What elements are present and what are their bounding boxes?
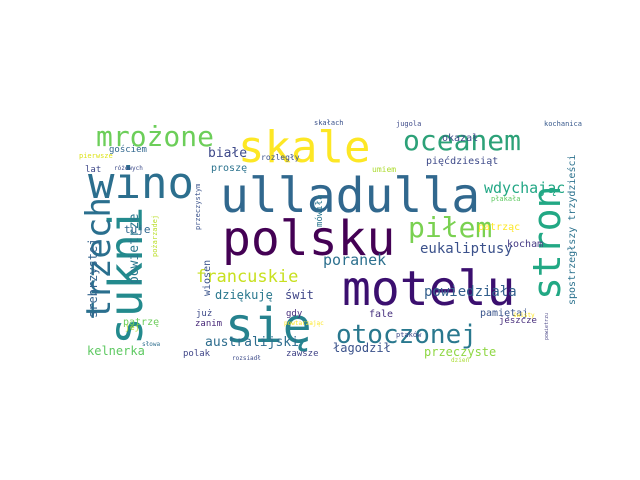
- cloud-word: oceanem: [403, 124, 521, 157]
- cloud-word: jeszcze: [499, 316, 537, 326]
- cloud-word: ptaków: [396, 331, 422, 339]
- cloud-word: świsty: [513, 312, 535, 319]
- cloud-word: pożarzadej: [151, 215, 159, 257]
- cloud-word: białe: [208, 146, 247, 161]
- cloud-word: patrząc: [478, 222, 520, 233]
- cloud-word: francuskie: [196, 267, 298, 287]
- cloud-word: się: [225, 298, 312, 354]
- cloud-word: spostrzegłszy trzydzieści: [566, 154, 578, 305]
- cloud-word: jej: [125, 323, 139, 332]
- cloud-word: otoczonej: [336, 320, 477, 350]
- cloud-word: patrzę: [123, 317, 159, 328]
- cloud-word: łagodził: [333, 341, 391, 355]
- cloud-word: trzech: [79, 197, 119, 320]
- cloud-word: okazał: [442, 133, 478, 144]
- cloud-word: powiedziała: [424, 284, 517, 300]
- cloud-word: pierwsze: [79, 152, 113, 160]
- cloud-word: rozległy: [261, 153, 300, 162]
- cloud-word: wino: [88, 158, 194, 209]
- cloud-word: powietrzu: [544, 313, 550, 340]
- cloud-word: poranek: [323, 251, 386, 269]
- cloud-word: fale: [369, 309, 393, 320]
- cloud-word: płakała: [491, 195, 521, 203]
- cloud-word: pięćdziesiąt: [426, 155, 498, 167]
- cloud-word: ulladulla: [220, 168, 480, 224]
- cloud-word: gdy: [286, 309, 303, 319]
- cloud-word: zawsze: [286, 349, 319, 359]
- cloud-word: już: [196, 309, 212, 319]
- cloud-word: przeczyste: [424, 345, 496, 359]
- cloud-word: umiem: [372, 165, 396, 174]
- cloud-word: dziękuję: [215, 288, 273, 302]
- cloud-word: polak: [183, 349, 211, 359]
- cloud-word: powietrze: [127, 213, 142, 284]
- cloud-word: wiosen: [202, 260, 213, 296]
- cloud-word: różowych: [114, 165, 143, 172]
- cloud-word: mówiła: [314, 194, 325, 227]
- cloud-word: tuje: [124, 223, 151, 236]
- cloud-word: powtarzając: [284, 320, 324, 327]
- cloud-word: kochanica: [544, 120, 582, 128]
- cloud-word: świt: [285, 288, 314, 302]
- cloud-word: piłem: [408, 211, 492, 244]
- cloud-word: skałach: [314, 119, 344, 127]
- cloud-word: australijski: [205, 335, 299, 350]
- cloud-word: motelu: [342, 261, 515, 317]
- cloud-word: sukni: [99, 207, 153, 345]
- cloud-word: jugola: [396, 120, 421, 128]
- cloud-word: eukaliptusy: [420, 241, 513, 257]
- cloud-word: polsku: [222, 211, 395, 267]
- cloud-word: mrożone: [96, 120, 214, 153]
- cloud-word: stron: [525, 186, 569, 300]
- cloud-word: skale: [238, 122, 370, 173]
- cloud-word: rozsiadł: [232, 355, 261, 362]
- cloud-word: kelnerka: [87, 344, 145, 358]
- cloud-word: słowa: [142, 341, 160, 348]
- cloud-word: srebrzystej: [86, 239, 100, 318]
- cloud-word: gościem: [109, 144, 147, 155]
- cloud-word: proszę: [211, 163, 247, 174]
- cloud-word: zanim: [195, 319, 222, 329]
- cloud-word: pamiętaj: [480, 308, 528, 319]
- cloud-word: lat: [85, 165, 101, 175]
- cloud-word: dzień: [451, 357, 469, 364]
- cloud-word: przeczystym: [194, 184, 202, 230]
- cloud-word: kocham: [507, 239, 543, 250]
- cloud-word: wdychając: [484, 179, 565, 197]
